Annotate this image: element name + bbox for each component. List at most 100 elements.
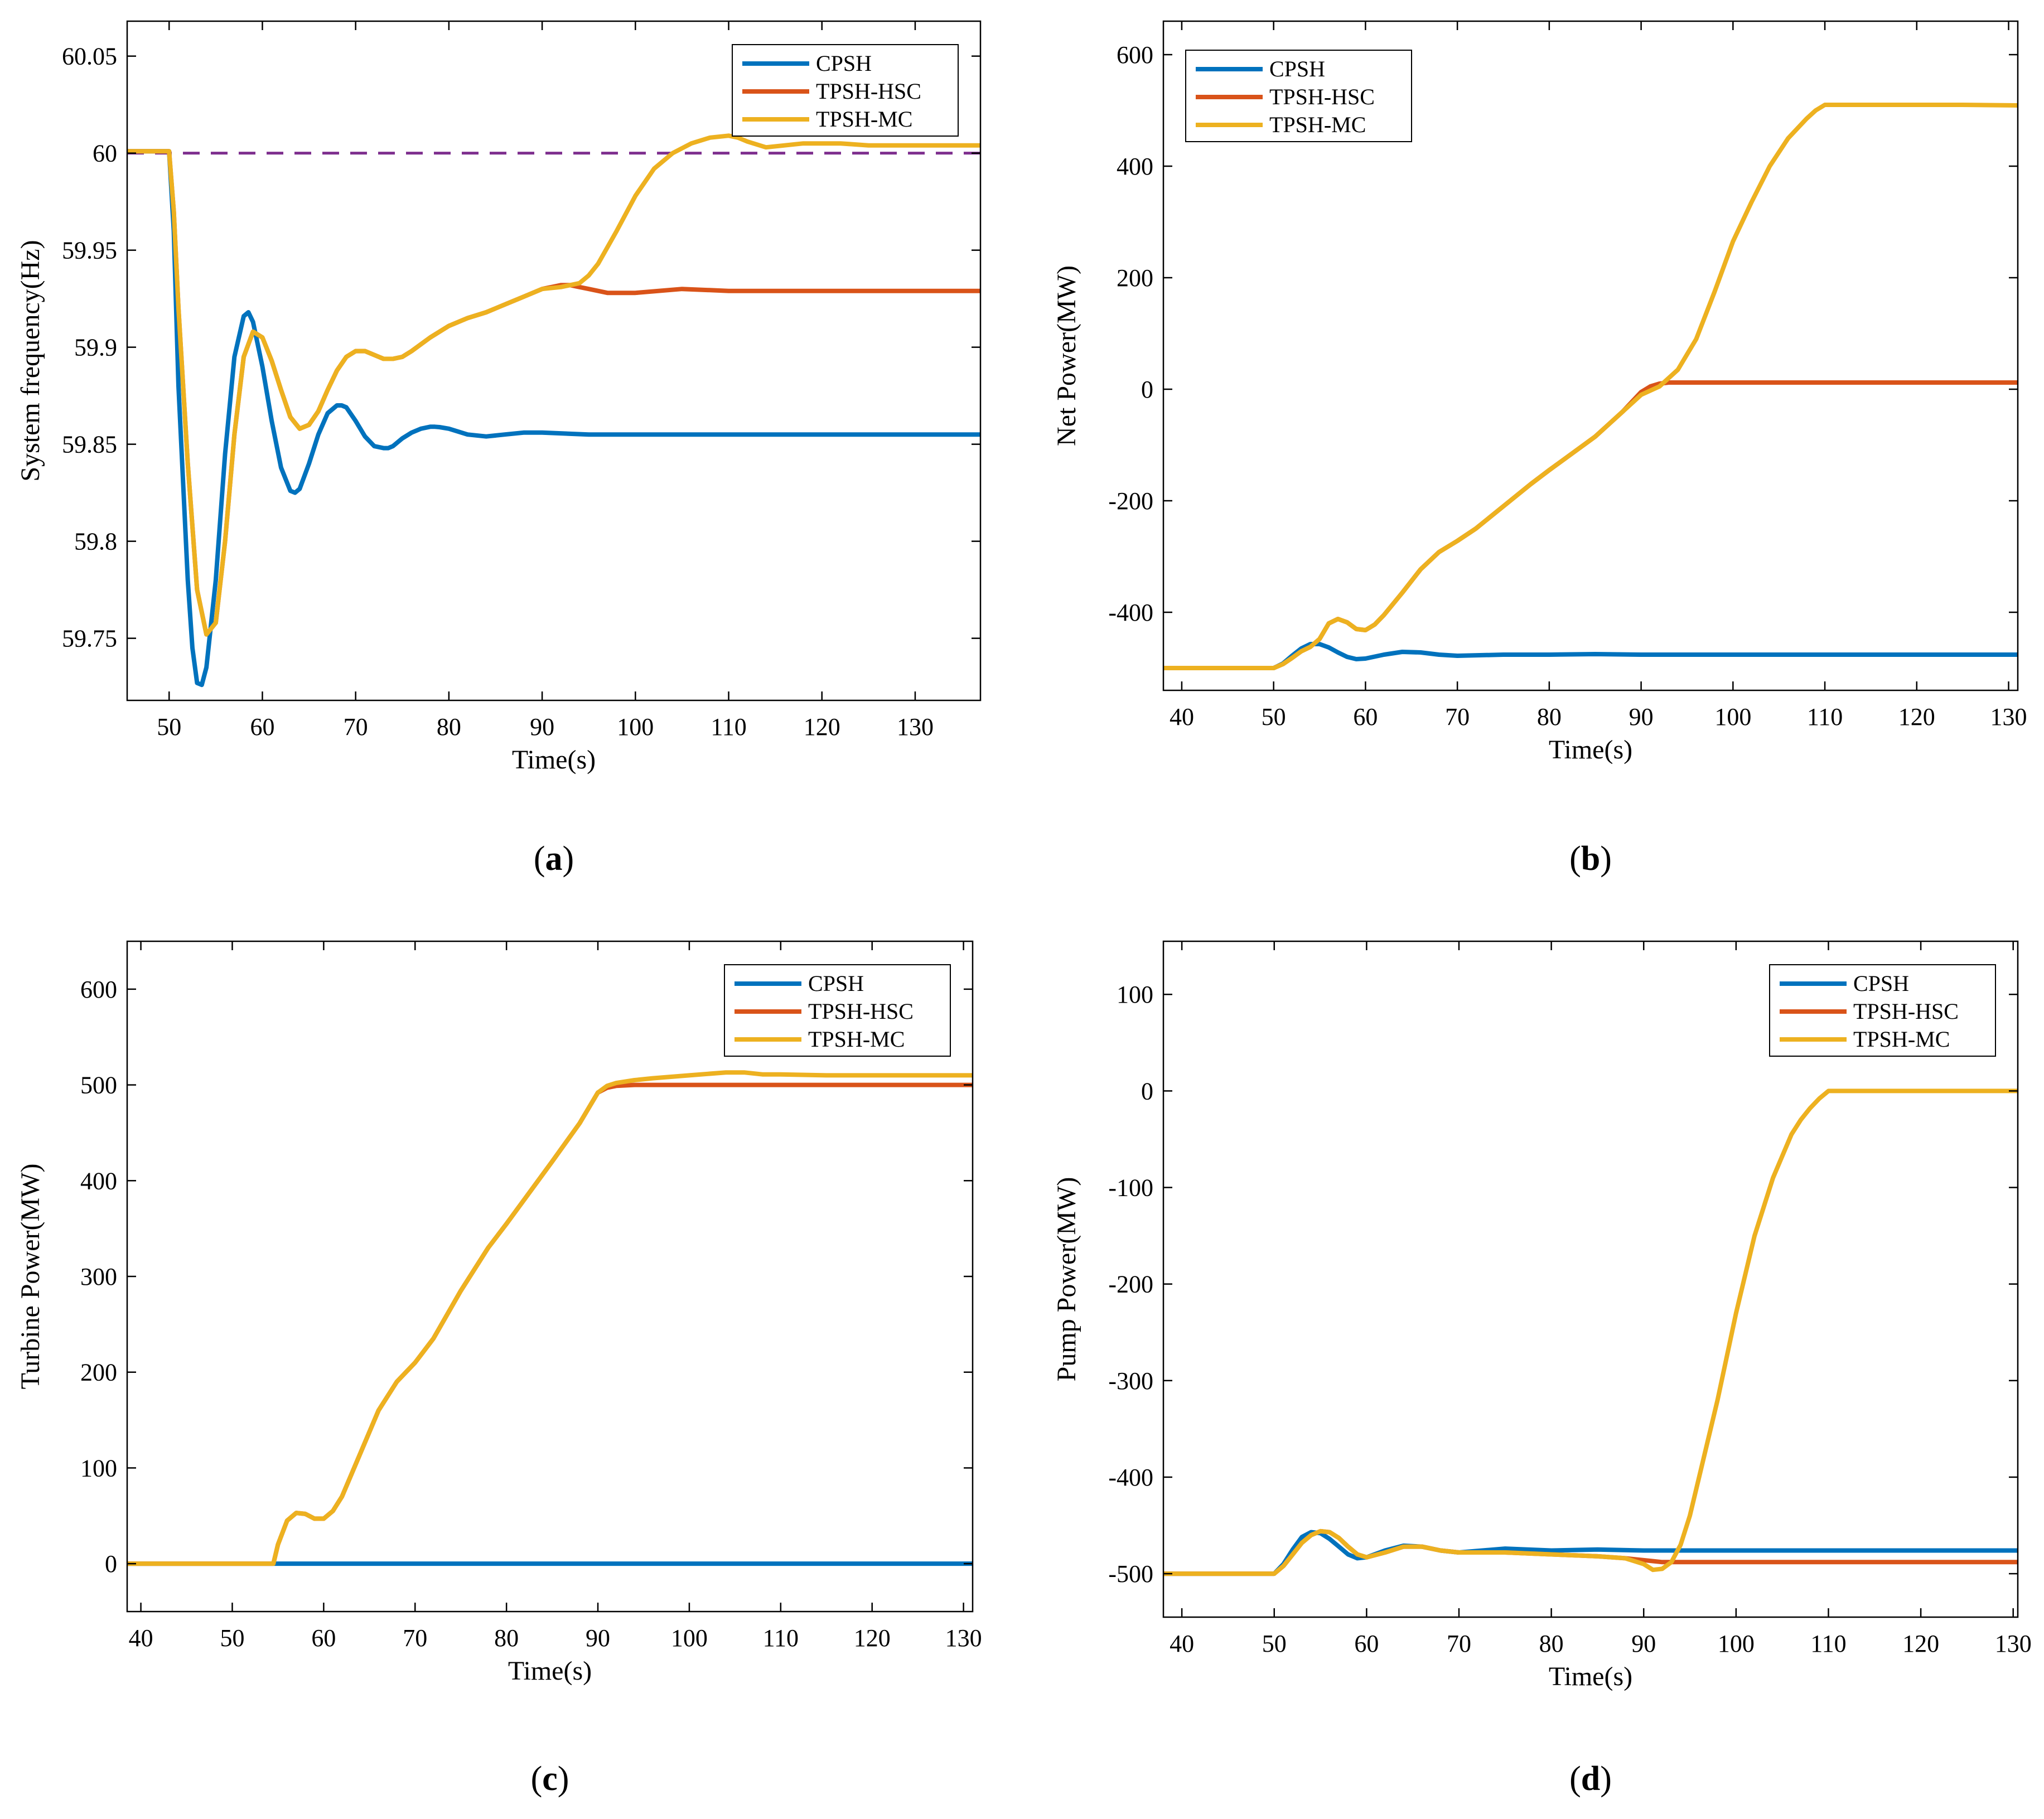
axes-box [1162,20,2019,691]
y-tick-label: 100 [1117,981,1153,1008]
series-line-tpsh-mc [1163,1089,2018,1576]
x-tick-label: 70 [344,713,368,741]
legend-label: CPSH [1853,971,1909,996]
subfigure-caption: (b) [1569,840,1612,878]
x-tick-label: 90 [1629,703,1654,730]
series-line-tpsh-hsc [127,149,980,637]
series-line-tpsh-hsc [1163,380,2018,670]
legend-label: TPSH-MC [1269,112,1366,137]
x-tick-label: 60 [311,1624,336,1652]
y-tick-label: -500 [1108,1560,1153,1588]
x-tick-label: 90 [1631,1630,1656,1657]
x-tick-label: 60 [1354,1630,1379,1657]
x-tick-label: 110 [711,713,746,741]
legend: CPSH TPSH-HSC TPSH-MC [1185,50,1412,142]
y-tick-label: 200 [80,1359,117,1386]
legend-label: TPSH-HSC [1269,84,1375,109]
y-tick-label: -200 [1108,1271,1153,1298]
series-line-tpsh-hsc [127,1082,973,1566]
series-line-tpsh-mc [127,1070,973,1566]
subfigure-caption: (c) [531,1760,569,1798]
y-tick-label: -300 [1108,1367,1153,1395]
axes-box [1162,940,2019,1618]
legend-label: CPSH [816,51,872,76]
x-tick-label: 130 [1995,1630,2032,1657]
x-axis-label: Time(s) [1549,1662,1632,1691]
x-axis-label: Time(s) [512,745,596,775]
x-tick-label: 100 [1714,703,1751,730]
x-tick-label: 100 [1718,1630,1755,1657]
x-tick-label: 50 [220,1624,244,1652]
y-tick-label: -100 [1108,1174,1153,1202]
y-tick-label: 59.9 [74,334,117,361]
x-axis-label: Time(s) [1549,735,1632,765]
y-tick-label: 300 [80,1263,117,1290]
x-tick-label: 110 [1810,1630,1846,1657]
x-tick-label: 90 [530,713,554,741]
series-line-tpsh-mc [127,133,980,637]
x-tick-label: 130 [945,1624,982,1652]
legend-label: TPSH-HSC [1853,999,1959,1024]
y-tick-label: -400 [1108,1464,1153,1491]
x-axis-label: Time(s) [508,1656,592,1686]
axes-box [126,20,982,702]
x-tick-label: 70 [1445,703,1470,730]
chart-panel-b: 40 50 60 70 80 90 100 110 120 130 -400 -200 0 200 400 6… [1052,20,2027,878]
legend: CPSH TPSH-HSC TPSH-MC [724,964,951,1057]
y-tick-label: 100 [80,1454,117,1482]
y-axis-label: Turbine Power(MW) [16,1164,45,1390]
x-tick-label: 40 [1170,703,1194,730]
legend-label: TPSH-HSC [808,999,914,1024]
x-tick-label: 40 [129,1624,153,1652]
series-line-tpsh-mc [1163,103,2018,670]
legend-label: TPSH-HSC [816,79,921,104]
legend-label: CPSH [1269,56,1325,81]
x-tick-label: 120 [854,1624,891,1652]
x-tick-label: 50 [157,713,181,741]
x-tick-label: 110 [763,1624,799,1652]
y-tick-label: 600 [1117,41,1153,69]
y-tick-label: 200 [1117,264,1153,292]
y-tick-label: -400 [1108,599,1153,626]
x-tick-label: 80 [1537,703,1562,730]
chart-panel-d: 40 50 60 70 80 90 100 110 120 130 -500 -400 -300 -200… [1052,940,2032,1798]
y-tick-label: 500 [80,1072,117,1099]
y-tick-label: -200 [1108,487,1153,515]
y-tick-label: 60 [93,140,117,167]
x-tick-label: 120 [804,713,840,741]
x-tick-label: 100 [671,1624,708,1652]
x-tick-label: 50 [1262,703,1286,730]
y-tick-label: 0 [1141,1077,1153,1105]
x-tick-label: 130 [1990,703,2027,730]
subfigure-caption: (d) [1569,1760,1612,1798]
x-tick-label: 120 [1898,703,1935,730]
legend: CPSH TPSH-HSC TPSH-MC [1769,964,1996,1057]
x-tick-label: 70 [403,1624,427,1652]
x-tick-label: 80 [437,713,461,741]
legend-label: TPSH-MC [808,1027,905,1052]
x-tick-label: 60 [1353,703,1378,730]
legend-label: CPSH [808,971,864,996]
legend-label: TPSH-MC [1853,1027,1950,1052]
x-tick-label: 110 [1807,703,1843,730]
subfigure-caption: (a) [534,840,574,878]
x-tick-label: 70 [1447,1630,1471,1657]
x-tick-label: 80 [494,1624,519,1652]
y-tick-label: 0 [105,1550,117,1578]
y-tick-label: 400 [80,1167,117,1194]
x-tick-label: 80 [1539,1630,1564,1657]
x-tick-label: 100 [617,713,654,741]
legend: CPSH TPSH-HSC TPSH-MC [732,44,959,137]
y-axis-label: Pump Power(MW) [1052,1177,1081,1382]
x-tick-label: 130 [897,713,934,741]
y-tick-label: 400 [1117,153,1153,180]
chart-panel-a: 50 60 70 80 90 100 110 120 130 59.75 59.8 59.85 59.9… [16,20,982,878]
y-tick-label: 60.05 [62,43,117,70]
y-tick-label: 59.8 [74,528,117,555]
y-axis-label: Net Power(MW) [1052,265,1081,446]
chart-panel-c: 40 50 60 70 80 90 100 110 120 130 0 100 200 300 400 500… [16,940,982,1798]
y-tick-label: 59.85 [62,431,117,458]
x-tick-label: 40 [1170,1630,1194,1657]
y-axis-label: System frequency(Hz) [16,240,45,481]
